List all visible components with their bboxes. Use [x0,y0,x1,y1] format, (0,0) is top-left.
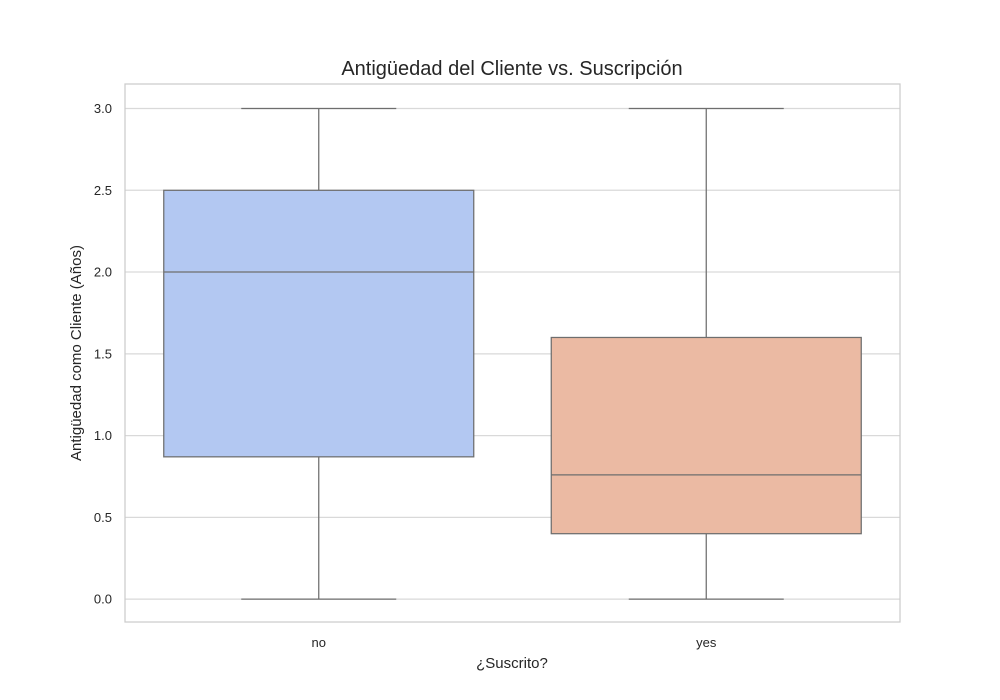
boxes [163,189,862,535]
y-tick-label: 3.0 [94,101,112,116]
x-tick-labels: no yes [312,635,717,650]
y-tick-label: 2.5 [94,183,112,198]
y-axis-label: Antigüedad como Cliente (Años) [68,245,85,461]
y-tick-label: 1.0 [94,428,112,443]
y-tick-label: 0.5 [94,510,112,525]
box-no [163,189,475,458]
box-yes [550,336,862,535]
y-tick-label: 2.0 [94,265,112,280]
chart-title: Antigüedad del Cliente vs. Suscripción [341,58,682,80]
y-tick-label: 0.0 [94,592,112,607]
whiskers [241,107,784,600]
y-tick-label: 1.5 [94,346,112,361]
plot-frame [124,83,901,623]
x-axis-label: ¿Suscrito? [476,655,548,672]
x-tick-label: no [312,635,326,650]
x-tick-label: yes [696,635,717,650]
y-tick-labels: 0.0 0.5 1.0 1.5 2.0 2.5 3.0 [94,101,112,607]
